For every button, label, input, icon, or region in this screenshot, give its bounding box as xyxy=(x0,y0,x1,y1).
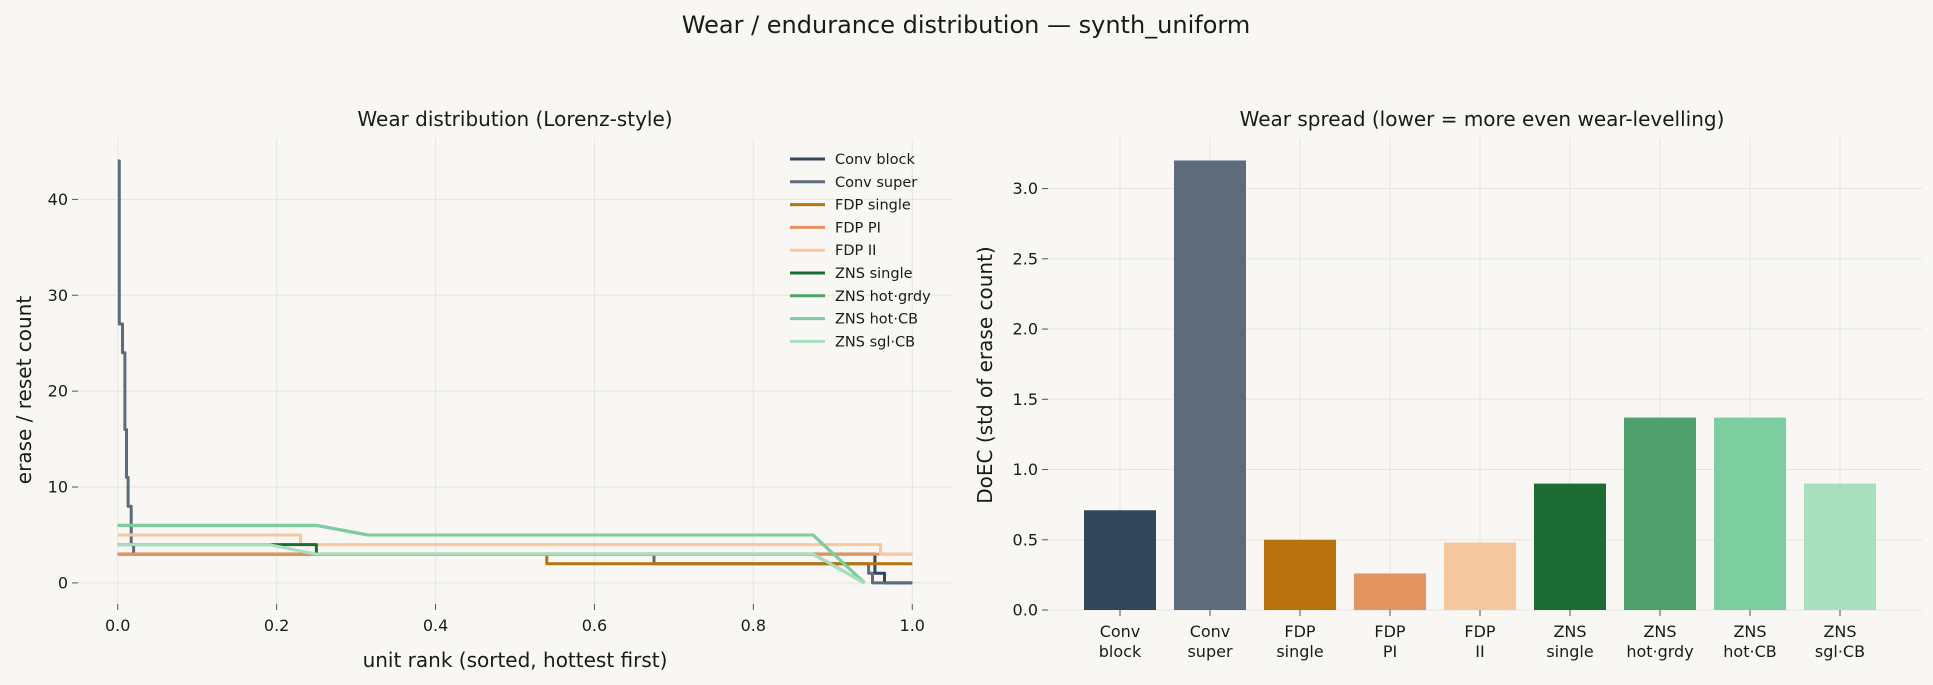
bar-chart-y-tick-label: 3.0 xyxy=(1013,179,1038,198)
legend-label: ZNS hot·grdy xyxy=(835,289,931,305)
bar xyxy=(1624,417,1696,610)
legend-label: ZNS hot·CB xyxy=(835,312,918,328)
figure-title: Wear / endurance distribution — synth_un… xyxy=(682,11,1250,39)
line-chart-x-tick-label: 0.0 xyxy=(105,616,130,635)
legend-label: FDP II xyxy=(835,243,876,259)
bar-category-label: Conv block xyxy=(1099,622,1142,661)
bar-chart-panel: Wear spread (lower = more even wear-leve… xyxy=(973,107,1922,661)
bar-chart-y-tick-label: 0.0 xyxy=(1013,601,1038,620)
legend-label: FDP single xyxy=(835,198,911,214)
line-chart-x-tick-label: 0.2 xyxy=(264,616,289,635)
bar-category-label: FDP II xyxy=(1464,622,1496,661)
bar-chart-y-tick-label: 1.0 xyxy=(1013,460,1038,479)
bar-chart-title: Wear spread (lower = more even wear-leve… xyxy=(1240,107,1725,131)
line-chart-y-tick-label: 20 xyxy=(48,382,68,401)
bar-chart-y-tick-label: 2.0 xyxy=(1013,320,1038,339)
line-chart-y-tick-label: 40 xyxy=(48,190,68,209)
line-chart-grid xyxy=(78,138,952,604)
bar-chart-y-axis-label: DoEC (std of erase count) xyxy=(973,246,997,503)
bar xyxy=(1534,483,1606,610)
bar xyxy=(1444,542,1516,610)
bar xyxy=(1804,483,1876,610)
legend-label: FDP PI xyxy=(835,220,881,236)
line-chart-panel: Wear distribution (Lorenz-style) 0.0 0.2 0… xyxy=(12,107,952,672)
line-chart-title: Wear distribution (Lorenz-style) xyxy=(357,107,672,131)
bar-chart-y-tick-label: 1.5 xyxy=(1013,390,1038,409)
bar-chart-bars xyxy=(1084,160,1876,610)
bar-chart-category-labels: Conv block Conv super FDP single FDP PI FDP II ZNS… xyxy=(1099,622,1865,661)
line-series xyxy=(117,523,866,584)
line-chart-y-tick-label: 0 xyxy=(58,573,68,592)
bar-category-label: ZNS single xyxy=(1546,622,1593,661)
bar-chart-y-tick-label: 0.5 xyxy=(1013,530,1038,549)
bar-category-label: FDP single xyxy=(1276,622,1323,661)
line-chart-x-tick-label: 0.6 xyxy=(582,616,607,635)
line-chart-y-tick-label: 30 xyxy=(48,286,68,305)
bar xyxy=(1264,539,1336,610)
line-chart-y-tick-label: 10 xyxy=(48,478,68,497)
bar-chart-y-tick-label: 2.5 xyxy=(1013,249,1038,268)
legend-label: Conv block xyxy=(835,152,915,168)
legend-label: ZNS sgl·CB xyxy=(835,334,915,350)
line-chart-legend: Conv block Conv super FDP single FDP PI FDP … xyxy=(790,152,931,350)
bar-category-label: ZNS hot·CB xyxy=(1723,622,1776,661)
bar-chart-ticks: 0.0 0.5 1.0 1.5 2.0 2.5 3.0 xyxy=(1013,179,1841,620)
line-chart-x-axis-label: unit rank (sorted, hottest first) xyxy=(363,648,668,672)
line-chart-y-axis-label: erase / reset count xyxy=(12,296,36,485)
line-chart-ticks: 0.0 0.2 0.4 0.6 0.8 1.0 0 10 20 30 40 xyxy=(48,190,925,635)
bar xyxy=(1174,160,1246,610)
bar xyxy=(1714,417,1786,610)
legend-label: ZNS single xyxy=(835,266,913,282)
line-chart-series xyxy=(117,159,913,585)
bar-category-label: ZNS sgl·CB xyxy=(1815,622,1865,661)
line-series xyxy=(117,533,913,556)
line-chart-x-tick-label: 0.4 xyxy=(423,616,448,635)
bar-category-label: Conv super xyxy=(1187,622,1232,661)
line-series xyxy=(117,543,866,585)
bar-category-label: FDP PI xyxy=(1374,622,1406,661)
legend-label: Conv super xyxy=(835,175,917,191)
bar xyxy=(1354,573,1426,610)
line-chart-x-tick-label: 0.8 xyxy=(741,616,766,635)
bar-category-label: ZNS hot·grdy xyxy=(1626,622,1693,661)
line-chart-x-tick-label: 1.0 xyxy=(900,616,925,635)
bar xyxy=(1084,510,1156,610)
